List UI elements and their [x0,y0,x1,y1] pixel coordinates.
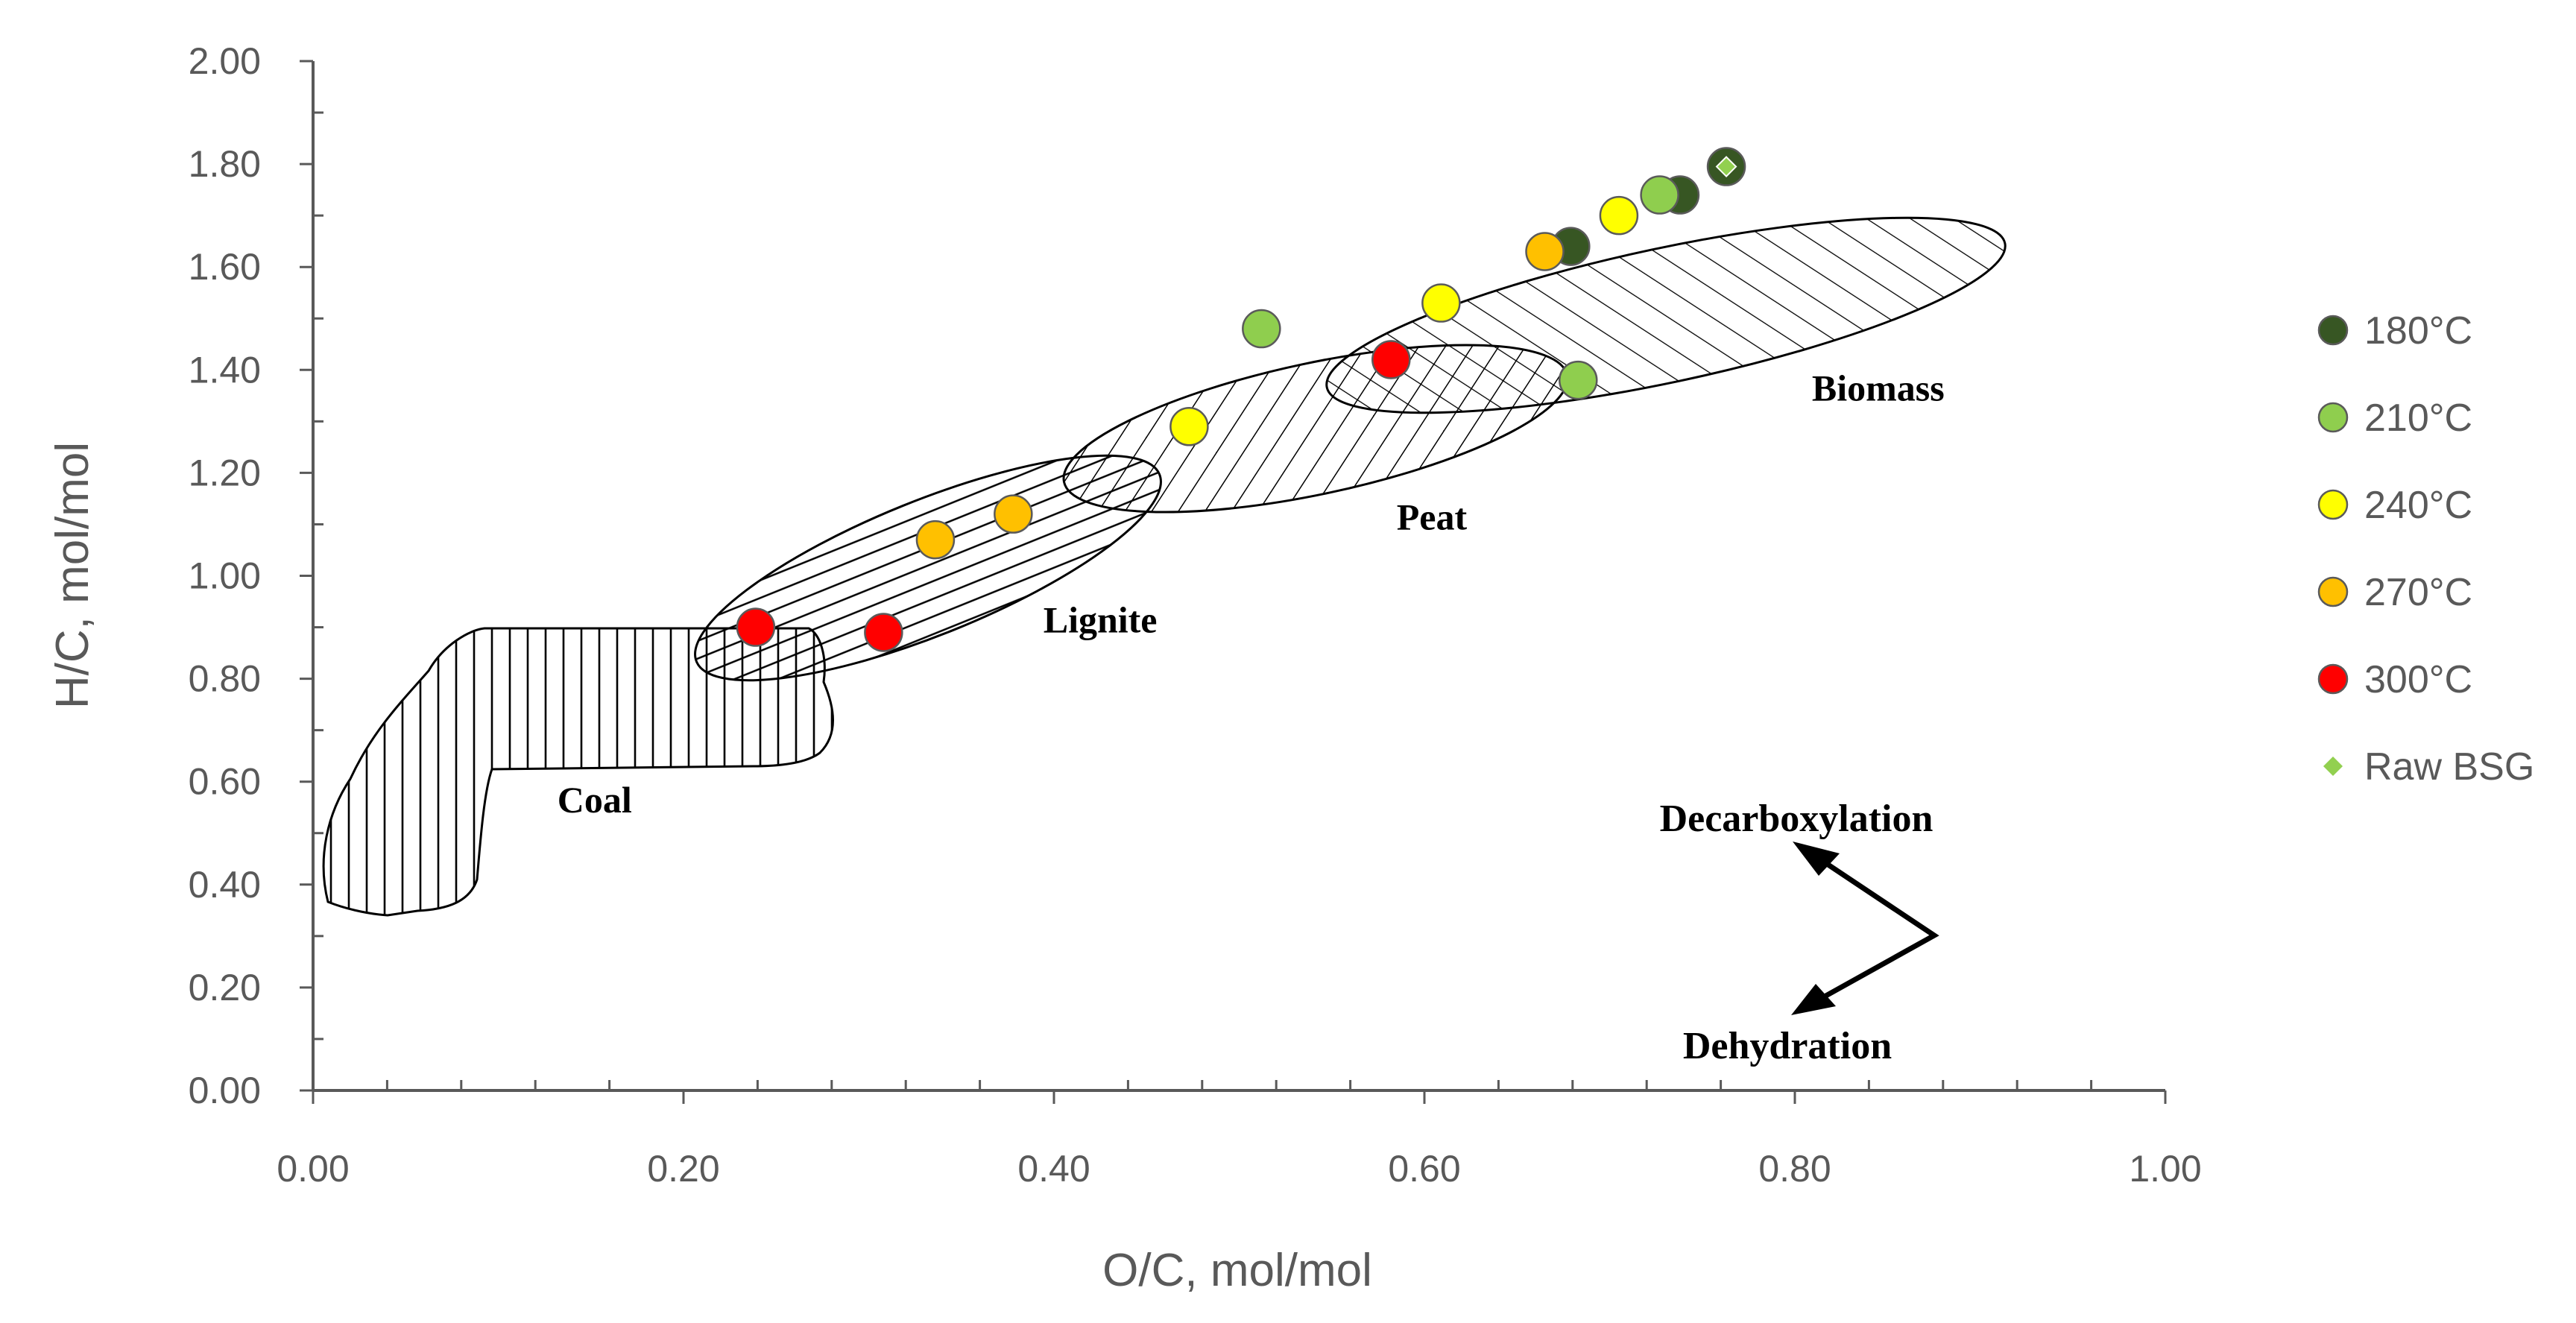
legend-marker-raw-bsg [2323,757,2343,776]
data-point-270c [915,520,956,560]
y-axis-title: H/C, mol/mol [47,442,98,709]
x-tick-label: 0.20 [647,1148,719,1190]
data-point-210c [1559,360,1598,400]
legend-marker [2317,489,2349,520]
region-label-peat: Peat [1397,496,1468,537]
data-point-210c [1242,309,1281,349]
data-point-240c [1599,195,1639,236]
data-point-240c [1421,283,1461,323]
legend-label: 300°C [2364,658,2472,701]
y-tick-label: 1.60 [189,246,261,288]
y-tick-label: 1.00 [189,555,261,597]
y-ticks: 0.00 0.20 0.40 0.60 0.80 1.00 1.20 1.40 1.60 1.80… [189,40,323,1111]
region-label-coal: Coal [558,779,632,821]
data-point-300c [864,613,903,652]
y-tick-label: 0.00 [189,1070,261,1111]
legend-label: Raw BSG [2364,745,2534,789]
axes [312,61,2165,1092]
legend-label: 240°C [2364,484,2472,527]
decarboxylation-arrowhead [1793,842,1840,876]
legend-label: 270°C [2364,571,2472,614]
arrow-path [1808,851,1939,1008]
x-tick-label: 1.00 [2129,1148,2201,1190]
legend-marker [2317,576,2349,607]
y-tick-label: 1.40 [189,349,261,391]
data-point-270c [1525,232,1565,271]
data-point-raw-bsg [1715,156,1737,177]
legend-marker [2317,315,2349,346]
legend-marker [2317,402,2349,433]
x-ticks: 0.00 0.20 0.40 0.60 0.80 1.00 [277,1080,2202,1190]
data-point-210c [1640,175,1679,215]
region-label-biomass: Biomass [1812,367,1945,409]
region-labels: Coal Lignite Peat Biomass [558,367,1945,821]
y-tick-label: 0.40 [189,864,261,906]
data-point-300c [736,607,776,647]
data-point-240c [1169,407,1209,446]
data-points [736,147,1746,652]
y-tick-label: 1.20 [189,452,261,493]
decarboxylation-label: Decarboxylation [1660,798,1933,840]
dehydration-label: Dehydration [1683,1025,1892,1067]
x-axis-title: O/C, mol/mol [1102,1245,1372,1296]
region-shapes [322,216,2007,917]
legend-label: 210°C [2364,397,2472,440]
y-tick-label: 1.80 [189,143,261,185]
data-point-300c [1371,340,1411,379]
x-tick-label: 0.00 [277,1148,349,1190]
legend: 180°C 210°C 240°C 270°C 300°C Raw BSG [2317,309,2534,789]
reaction-arrows: Decarboxylation Dehydration [1660,798,1939,1067]
x-tick-label: 0.40 [1017,1148,1090,1190]
x-tick-label: 0.80 [1758,1148,1831,1190]
data-point-270c [994,494,1033,534]
biomass-region [1325,216,2007,414]
dehydration-arrowhead [1791,984,1836,1015]
y-tick-label: 0.20 [189,967,261,1008]
y-tick-label: 0.60 [189,761,261,803]
coal-region [322,627,834,917]
legend-marker [2317,663,2349,695]
legend-label: 180°C [2364,309,2472,353]
region-label-lignite: Lignite [1044,599,1158,640]
y-tick-label: 0.80 [189,658,261,700]
x-tick-label: 0.60 [1388,1148,1460,1190]
y-tick-label: 2.00 [189,40,261,82]
